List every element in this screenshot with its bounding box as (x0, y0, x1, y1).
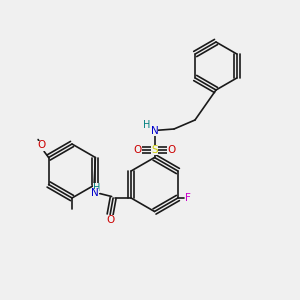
Text: O: O (106, 215, 114, 225)
Text: O: O (167, 145, 175, 155)
Text: H: H (143, 120, 151, 130)
Text: O: O (134, 145, 142, 155)
Text: F: F (185, 193, 191, 203)
Text: N: N (91, 188, 99, 199)
Text: H: H (93, 183, 100, 193)
Text: O: O (37, 140, 45, 151)
Text: N: N (151, 125, 158, 136)
Text: S: S (151, 145, 158, 155)
